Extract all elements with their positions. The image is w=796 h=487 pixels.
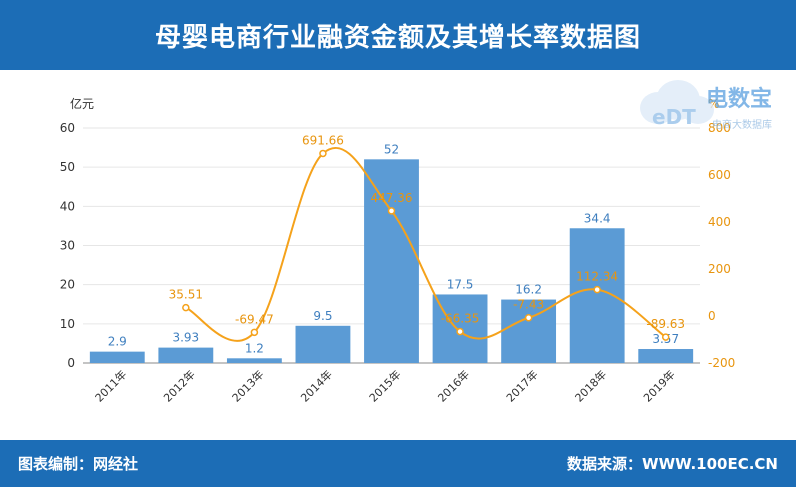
x-tick-label: 2018年 xyxy=(572,367,609,404)
line-value-label: -66.35 xyxy=(441,312,480,326)
footer-editor: 图表编制：网经社 xyxy=(18,455,139,473)
line-point xyxy=(250,328,259,337)
bar xyxy=(158,347,214,363)
header-bar: 母婴电商行业融资金额及其增长率数据图 xyxy=(0,0,796,70)
x-tick-label: 2019年 xyxy=(640,367,677,404)
footer-bar: 图表编制：网经社 数据来源：WWW.100EC.CN xyxy=(0,440,796,487)
bar xyxy=(569,228,625,363)
y-right-axis-label: % xyxy=(708,97,719,111)
bar-value-label: 52 xyxy=(384,142,399,156)
cloud-icon: eDT 电数宝 电商大数据库 xyxy=(640,80,772,131)
line-value-label: -69.47 xyxy=(235,312,274,326)
line-point xyxy=(456,327,464,336)
x-tick-label: 2011年 xyxy=(92,367,129,404)
y-right-tick-label: 200 xyxy=(708,262,731,276)
bar xyxy=(638,349,694,363)
chart-area: 0 10 20 30 40 50 60 -200 0 200 400 600 800 亿元% 2.9 3.93… xyxy=(0,70,796,440)
bar-value-label: 2.9 xyxy=(108,335,127,349)
y-left-tick-label: 60 xyxy=(60,121,75,135)
line-point xyxy=(319,149,327,158)
y-left-tick-label: 40 xyxy=(60,199,75,213)
page-title: 母婴电商行业融资金额及其增长率数据图 xyxy=(154,22,641,53)
y-left-tick-label: 30 xyxy=(60,239,75,253)
y-right-tick-label: 600 xyxy=(708,168,731,182)
line-value-label: 35.51 xyxy=(169,288,203,302)
line-point xyxy=(661,333,670,341)
y-right-tick-label: -200 xyxy=(708,356,735,370)
bar-value-label: 9.5 xyxy=(313,309,332,323)
y-left-tick-label: 50 xyxy=(60,160,75,174)
growth-rate-line xyxy=(185,146,667,342)
y-left-tick-label: 0 xyxy=(67,356,75,370)
logo-sub-text: 电商大数据库 xyxy=(712,118,772,131)
x-tick-label: 2014年 xyxy=(298,367,335,404)
line-value-label: 691.66 xyxy=(302,133,344,147)
y-right-tick-label: 0 xyxy=(708,309,716,323)
bar xyxy=(295,325,351,363)
y-left-tick-label: 20 xyxy=(60,278,75,292)
combo-chart: 0 10 20 30 40 50 60 -200 0 200 400 600 800 亿元 % 2.9 3.93… xyxy=(60,96,736,405)
x-tick-label: 2017年 xyxy=(503,367,540,404)
y-right-tick-label: 400 xyxy=(708,215,731,229)
bar-value-label: 1.2 xyxy=(245,341,264,355)
line-value-label: 447.36 xyxy=(371,191,413,205)
x-tick-label: 2016年 xyxy=(435,367,472,404)
line-point xyxy=(387,207,396,215)
x-tick-label: 2012年 xyxy=(160,367,197,404)
y-right-tick-label: 800 xyxy=(708,121,731,135)
footer-source: 数据来源：WWW.100EC.CN xyxy=(567,455,778,473)
y-left-axis-label: 亿元 xyxy=(70,96,94,111)
line-value-label: -7.43 xyxy=(513,298,544,312)
line-point xyxy=(182,303,190,312)
logo-brand-text: 电数宝 xyxy=(706,86,772,112)
line-value-label: 112.34 xyxy=(576,270,618,284)
y-left-tick-label: 10 xyxy=(60,317,75,331)
line-point xyxy=(524,313,533,322)
bar-value-label: 17.5 xyxy=(447,277,474,291)
line-value-label: -89.63 xyxy=(646,317,685,331)
x-tick-label: 2015年 xyxy=(366,367,403,404)
bar xyxy=(226,358,282,363)
logo-icon-text: eDT xyxy=(652,105,696,129)
x-tick-label: 2013年 xyxy=(229,367,266,404)
brand-logo: eDT 电数宝 电商大数据库 xyxy=(628,76,793,136)
bar xyxy=(364,159,419,363)
bar xyxy=(89,351,145,363)
bar-value-label: 16.2 xyxy=(515,283,542,297)
line-point xyxy=(593,285,601,294)
bar-value-label: 3.93 xyxy=(172,331,199,345)
bar-value-label: 34.4 xyxy=(584,211,611,225)
